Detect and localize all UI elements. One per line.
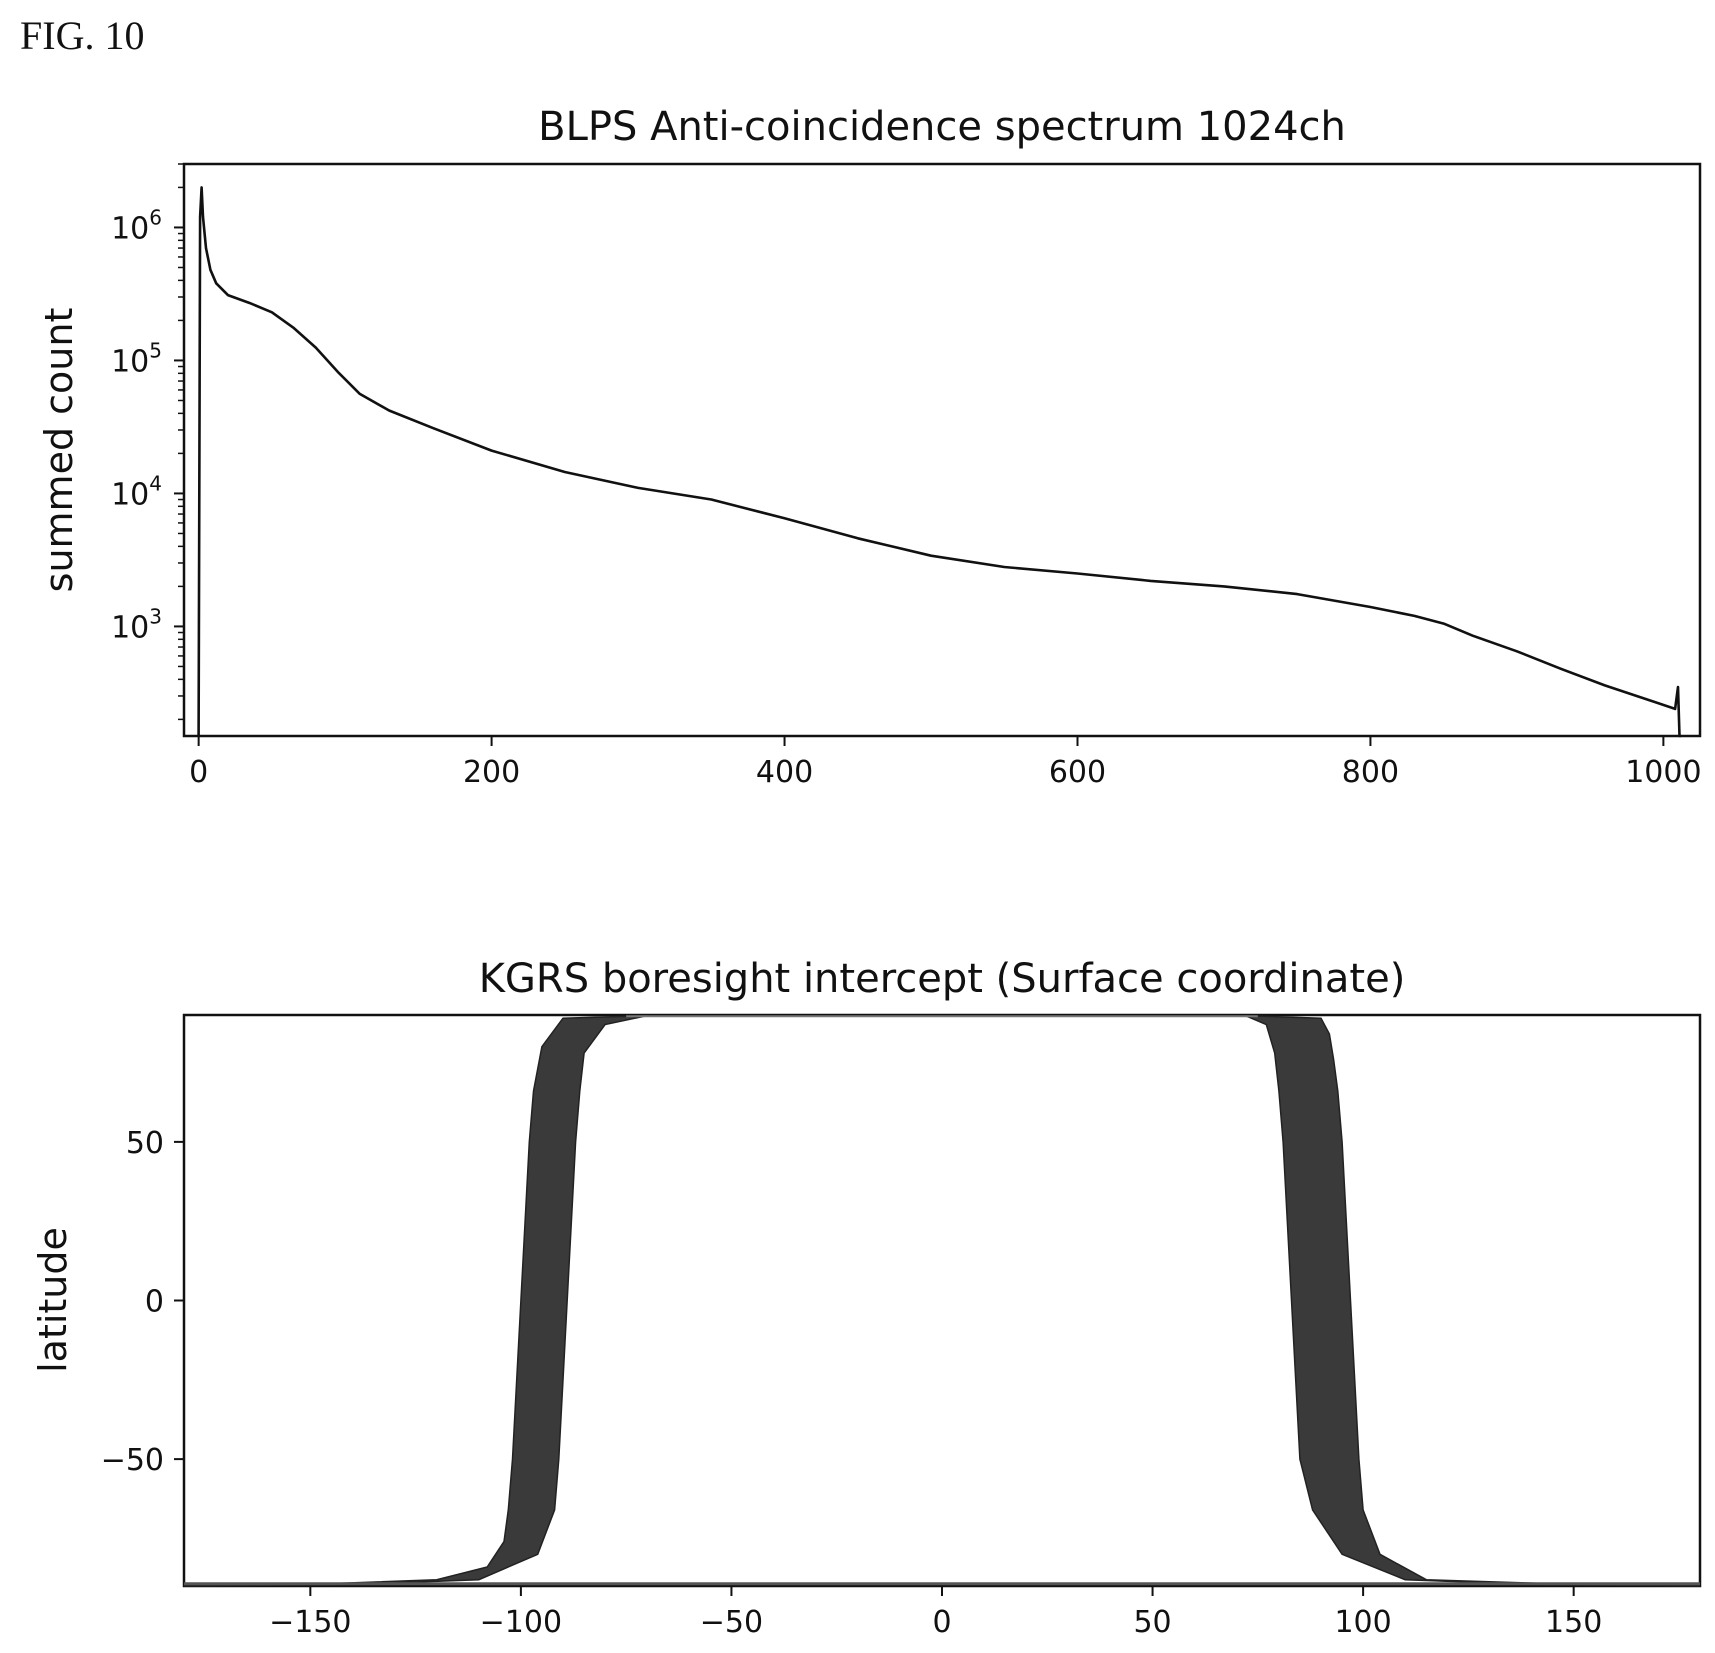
boresight-x-tick-label: 100 [1334,1605,1391,1640]
boresight-x-tick-label: 0 [932,1605,951,1640]
boresight-x-axis: −150 −100 −50 0 50 100 150 [269,1586,1602,1640]
spectrum-x-tick-label: 600 [1049,755,1106,790]
spectrum-x-axis: 0 200 400 600 800 1000 [189,736,1702,790]
spectrum-y-axis-label: summed count [37,308,81,593]
boresight-chart: KGRS boresight intercept (Surface coordi… [31,956,1702,1640]
boresight-bands [183,1014,1701,1587]
boresight-y-axis-label: latitude [31,1227,75,1373]
spectrum-y-tick-label: 104 [111,471,162,512]
spectrum-y-tick-label: 106 [111,205,162,246]
spectrum-line-0 [197,186,1681,738]
boresight-x-tick-label: −150 [269,1605,351,1640]
spectrum-chart-title: BLPS Anti-coincidence spectrum 1024ch [538,104,1346,150]
spectrum-plot-frame [182,162,1702,738]
boresight-y-tick-label: 50 [126,1126,164,1161]
spectrum-y-tick-label: 103 [111,604,162,645]
boresight-band-1 [1244,1014,1701,1587]
boresight-chart-title: KGRS boresight intercept (Surface coordi… [479,956,1406,1002]
boresight-y-tick-label: 0 [145,1285,164,1320]
boresight-band-0 [183,1014,648,1587]
spectrum-y-axis: 103 104 105 106 [111,163,184,721]
spectrum-x-tick-label: 800 [1342,755,1399,790]
spectrum-x-tick-label: 0 [189,755,208,790]
boresight-y-axis: −50 0 50 [101,1126,184,1478]
spectrum-x-tick-label: 1000 [1625,755,1701,790]
spectrum-series [197,186,1681,738]
boresight-x-tick-label: −50 [700,1605,763,1640]
figure-label: FIG. 10 [20,13,145,58]
spectrum-x-tick-label: 400 [756,755,813,790]
boresight-y-tick-label: −50 [101,1443,164,1478]
boresight-x-tick-label: −100 [480,1605,562,1640]
boresight-x-tick-label: 50 [1133,1605,1171,1640]
spectrum-x-tick-label: 200 [463,755,520,790]
spectrum-chart: BLPS Anti-coincidence spectrum 1024ch 0 2… [37,104,1702,790]
boresight-plot-frame [182,1013,1702,1588]
boresight-x-tick-label: 150 [1545,1605,1602,1640]
spectrum-y-tick-label: 105 [111,338,162,379]
